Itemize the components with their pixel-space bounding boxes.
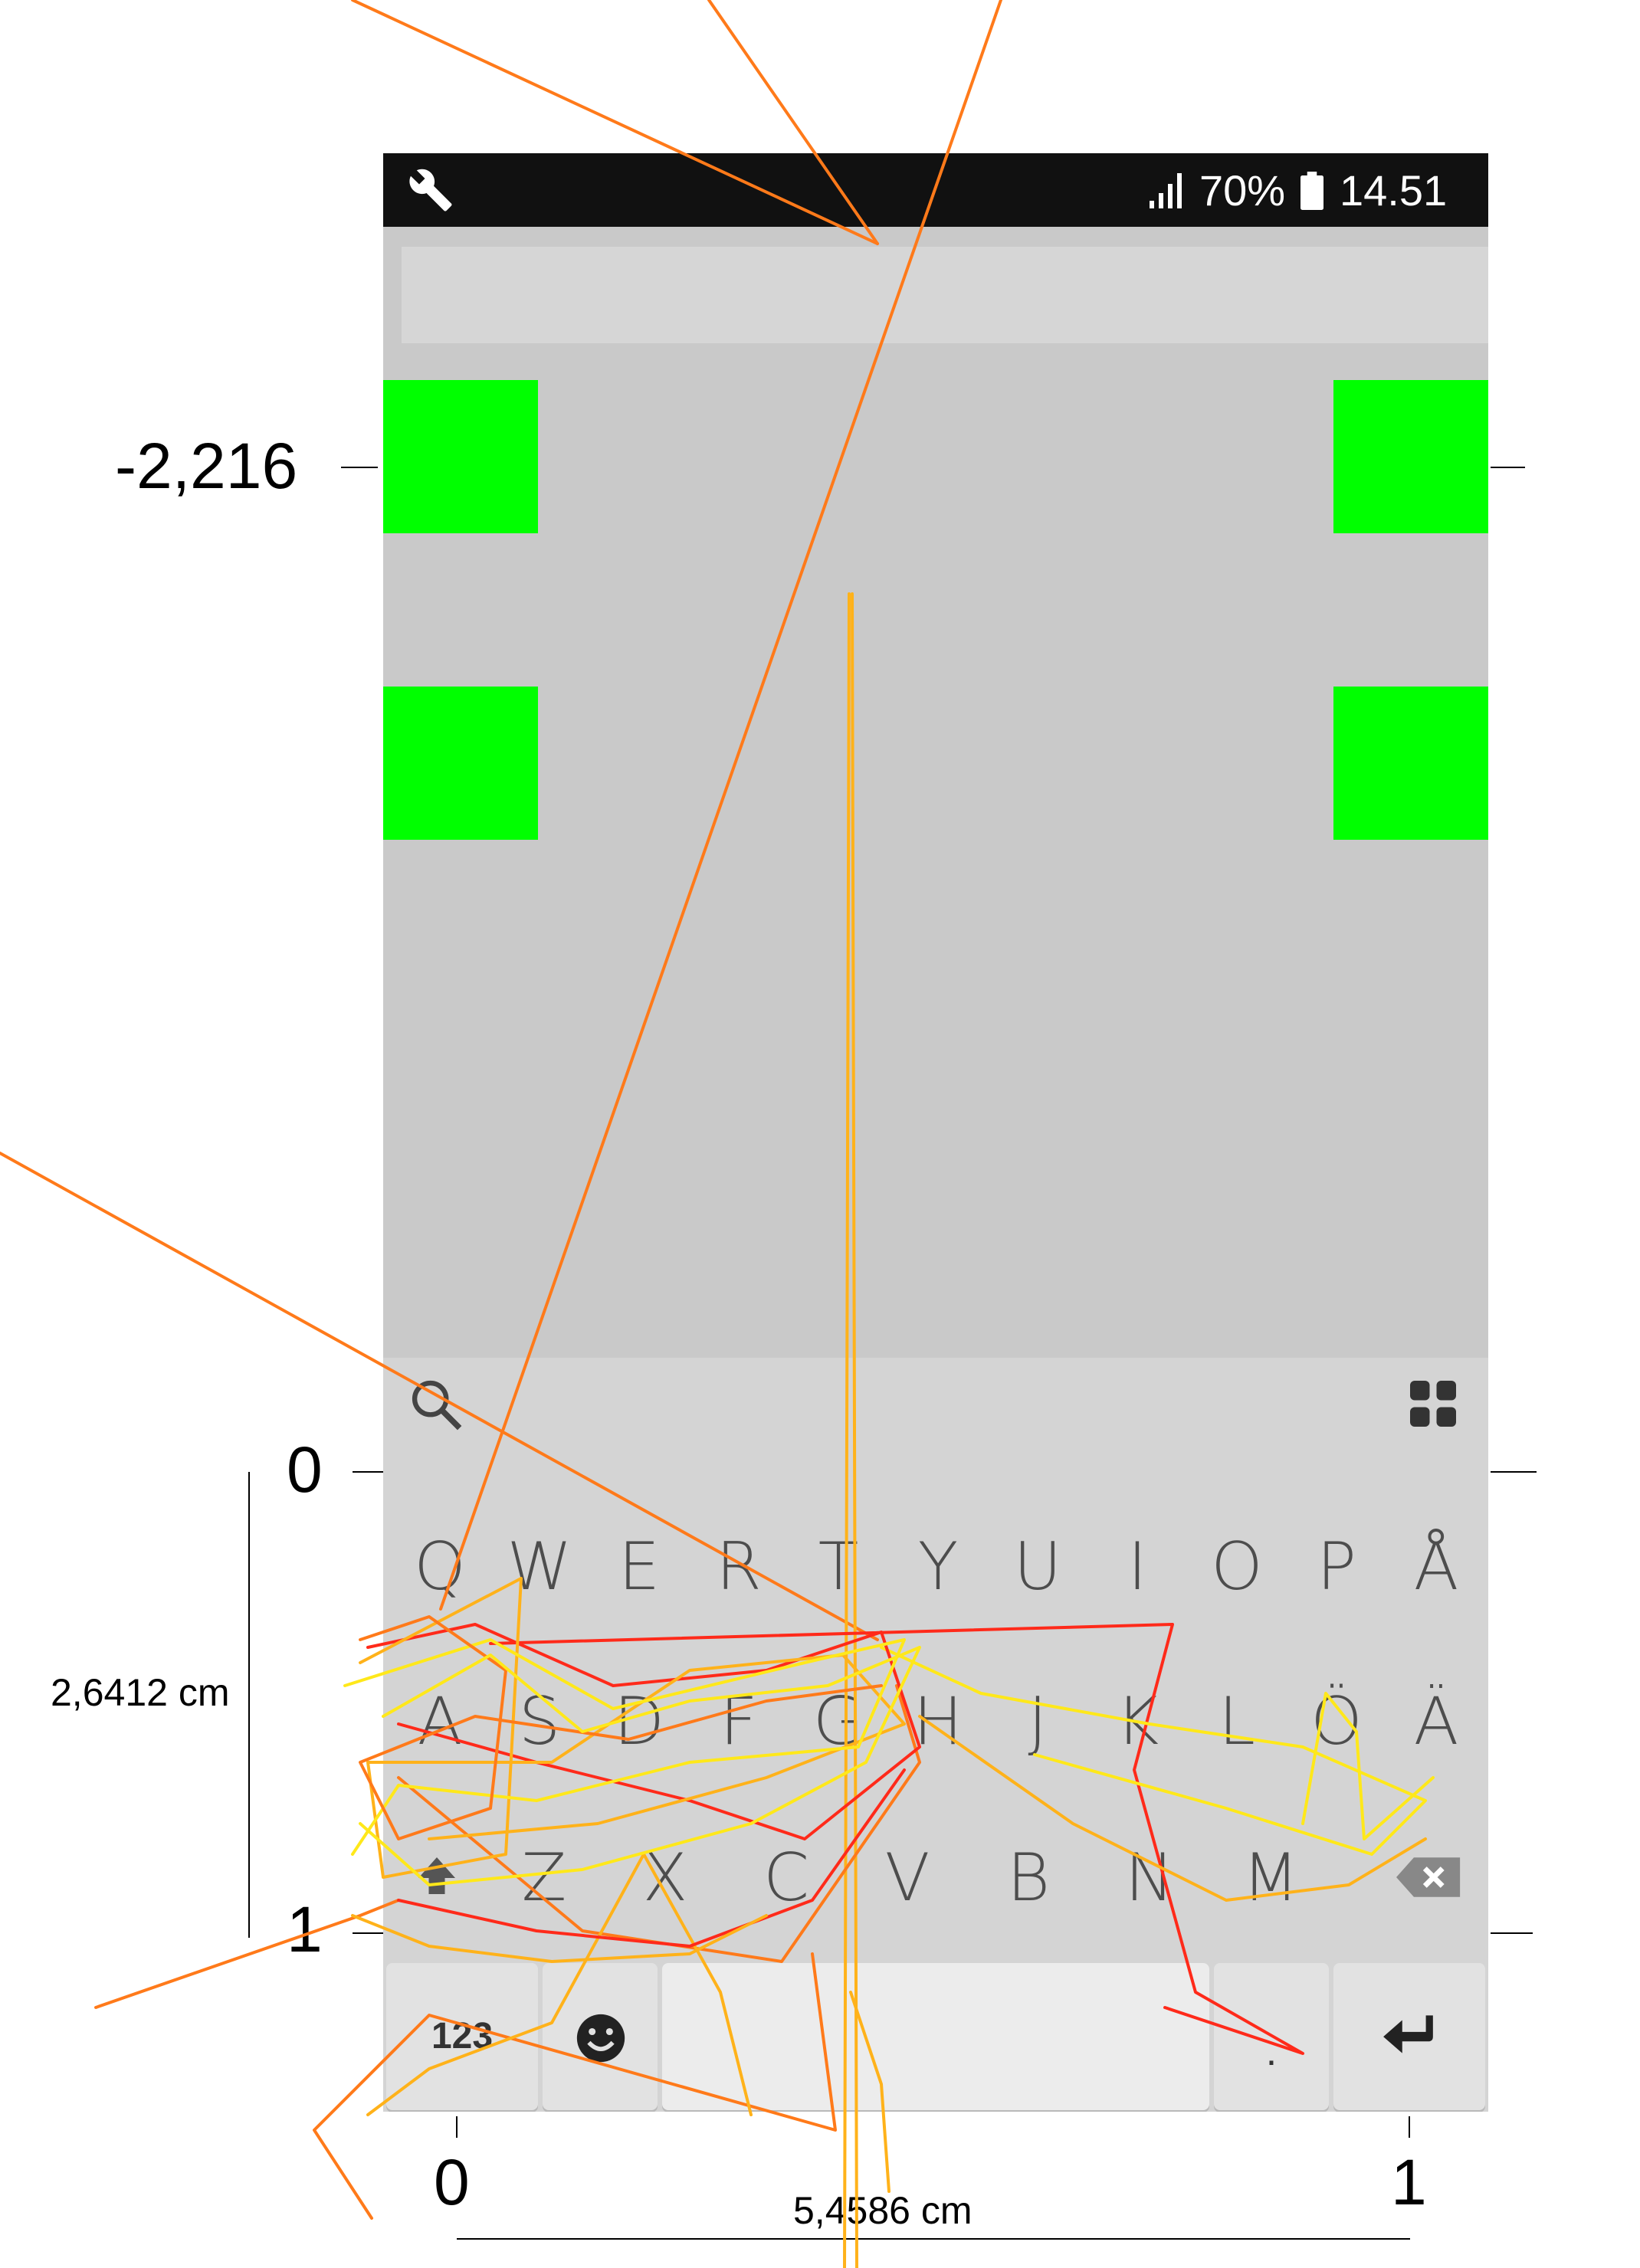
y-label-zero: 0 <box>287 1434 323 1506</box>
status-bar: 70% 14.51 <box>383 153 1488 227</box>
period-key-label: . <box>1265 2030 1278 2074</box>
trace-line <box>94 1899 400 2009</box>
key-k[interactable]: K <box>1115 1683 1159 1760</box>
x-label-zero: 0 <box>434 2146 470 2218</box>
key-ö[interactable]: Ö <box>1310 1683 1363 1760</box>
x-tick-one <box>1409 2116 1410 2138</box>
target-top-right[interactable] <box>1333 380 1488 533</box>
height-measure-label: 2,6412 cm <box>51 1671 230 1714</box>
text-input-field[interactable] <box>402 247 1488 343</box>
key-w[interactable]: W <box>507 1529 572 1605</box>
width-measure-line <box>457 2238 1410 2240</box>
period-key[interactable]: . <box>1214 1963 1329 2110</box>
key-q[interactable]: Q <box>414 1529 466 1605</box>
y-tick-top-left <box>341 467 378 468</box>
y-tick-one-left <box>353 1932 383 1934</box>
battery-icon <box>1301 172 1323 210</box>
key-d[interactable]: D <box>613 1683 665 1760</box>
emoji-key[interactable] <box>543 1963 658 2110</box>
key-u[interactable]: U <box>1013 1529 1062 1605</box>
key-n[interactable]: N <box>1124 1840 1175 1916</box>
y-tick-zero-left <box>353 1471 383 1473</box>
key-h[interactable]: H <box>913 1683 963 1760</box>
y-tick-one-right <box>1491 1932 1533 1934</box>
x-tick-zero <box>456 2116 458 2138</box>
x-label-one: 1 <box>1391 2146 1427 2218</box>
search-icon[interactable] <box>406 1375 464 1433</box>
key-p[interactable]: P <box>1317 1529 1356 1605</box>
target-middle-right[interactable] <box>1333 687 1488 840</box>
key-å[interactable]: Å <box>1413 1529 1459 1605</box>
key-y[interactable]: Y <box>917 1529 959 1605</box>
enter-key[interactable] <box>1333 1963 1485 2110</box>
signal-icon <box>1150 173 1182 208</box>
key-z[interactable]: Z <box>521 1840 567 1916</box>
status-time: 14.51 <box>1340 166 1448 215</box>
y-label-one: 1 <box>287 1893 323 1965</box>
key-f[interactable]: F <box>720 1683 758 1760</box>
shift-icon[interactable] <box>414 1853 460 1899</box>
numbers-key[interactable]: 123 <box>386 1963 538 2110</box>
key-a[interactable]: A <box>417 1683 463 1760</box>
key-s[interactable]: S <box>518 1683 561 1760</box>
key-l[interactable]: L <box>1219 1683 1255 1760</box>
key-x[interactable]: X <box>642 1840 688 1916</box>
key-r[interactable]: R <box>716 1529 762 1605</box>
key-j[interactable]: J <box>1028 1683 1048 1760</box>
y-tick-top-right <box>1491 467 1525 468</box>
key-i[interactable]: I <box>1127 1529 1147 1605</box>
key-c[interactable]: C <box>763 1840 810 1916</box>
numbers-key-label: 123 <box>431 2016 494 2057</box>
height-measure-line <box>248 1472 250 1938</box>
key-e[interactable]: E <box>618 1529 661 1605</box>
grid-icon[interactable] <box>1410 1381 1456 1427</box>
battery-percentage: 70% <box>1199 166 1286 215</box>
space-key[interactable] <box>662 1963 1209 2110</box>
width-measure-label: 5,4586 cm <box>793 2189 973 2232</box>
smiley-icon <box>576 2014 625 2063</box>
key-b[interactable]: B <box>1006 1840 1051 1916</box>
key-m[interactable]: M <box>1241 1840 1300 1916</box>
target-top-left[interactable] <box>383 380 538 533</box>
wrench-icon <box>409 169 452 211</box>
enter-icon <box>1383 2015 1433 2053</box>
key-o[interactable]: O <box>1211 1529 1263 1605</box>
key-t[interactable]: T <box>818 1529 859 1605</box>
y-label-top: -2,216 <box>115 430 298 502</box>
backspace-icon[interactable] <box>1396 1854 1462 1900</box>
key-g[interactable]: G <box>812 1683 864 1760</box>
target-middle-left[interactable] <box>383 687 538 840</box>
y-tick-zero-right <box>1491 1471 1537 1473</box>
key-v[interactable]: V <box>884 1840 930 1916</box>
key-ä[interactable]: Ä <box>1413 1683 1459 1760</box>
